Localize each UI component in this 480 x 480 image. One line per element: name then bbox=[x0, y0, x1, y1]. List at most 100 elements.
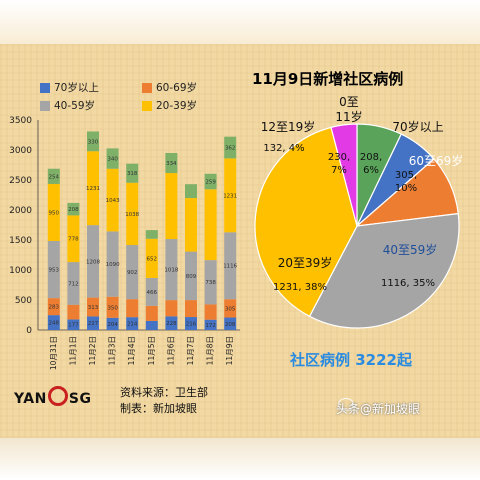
pie-name-label: 60至69岁 bbox=[409, 153, 464, 168]
bar-value-label: 172 bbox=[205, 323, 216, 329]
y-tick-label: 2000 bbox=[9, 206, 32, 216]
bar-value-label: 1231 bbox=[223, 193, 237, 199]
bar-value-label: 283 bbox=[49, 305, 60, 311]
bar-segment bbox=[87, 131, 99, 152]
bar-segment bbox=[67, 304, 80, 320]
bar-value-label: 953 bbox=[49, 268, 60, 274]
bar-segment bbox=[224, 232, 237, 300]
bar-segment bbox=[126, 299, 139, 318]
bar-segment bbox=[67, 319, 80, 330]
bar-segment bbox=[204, 173, 217, 190]
bar-value-label: 1090 bbox=[106, 262, 120, 268]
bar-segment bbox=[204, 304, 217, 320]
bar-segment bbox=[106, 317, 119, 330]
bar-segment bbox=[224, 136, 237, 159]
bar-segment bbox=[87, 297, 99, 317]
bar-value-label: 259 bbox=[205, 180, 216, 186]
bar-segment bbox=[47, 315, 60, 330]
wechat-icon bbox=[338, 398, 354, 411]
bar-segment bbox=[165, 153, 178, 174]
bar-segment bbox=[145, 320, 158, 330]
bar-segment bbox=[165, 239, 178, 301]
bar-segment bbox=[185, 317, 197, 330]
bar-segment bbox=[224, 158, 237, 233]
legend-item-70plus: 70岁以上 bbox=[40, 80, 99, 95]
legend-item-60-69: 60-69岁 bbox=[142, 80, 197, 95]
pie-value-label: 208, 6% bbox=[360, 152, 382, 176]
bar-segment bbox=[106, 148, 119, 169]
bar-segment bbox=[67, 202, 80, 216]
x-tick-label: 11月9日 bbox=[225, 336, 234, 365]
bar-segment bbox=[145, 238, 158, 278]
bar-value-label: 350 bbox=[107, 305, 118, 311]
bar-value-label: 216 bbox=[186, 322, 197, 328]
bar-value-label: 1038 bbox=[125, 212, 139, 218]
bar-value-label: 305 bbox=[225, 306, 236, 312]
pie-name-label: 12至19岁 bbox=[261, 119, 316, 134]
bar-segment bbox=[165, 173, 178, 240]
legend-label: 40-59岁 bbox=[54, 100, 96, 112]
y-tick-label: 500 bbox=[15, 296, 32, 306]
bottom-band bbox=[0, 438, 480, 480]
bar-segment bbox=[185, 300, 197, 318]
pie-value-label: 1116, 35% bbox=[381, 278, 435, 289]
y-tick-label: 0 bbox=[26, 326, 32, 336]
x-tick-label: 10月31日 bbox=[49, 336, 58, 370]
bar-segment bbox=[126, 163, 139, 183]
x-tick-label: 11月3日 bbox=[108, 336, 117, 365]
legend-label: 70岁以上 bbox=[54, 82, 99, 94]
bar-value-label: 1043 bbox=[106, 198, 120, 204]
bar-segment bbox=[106, 168, 119, 232]
legend-swatch bbox=[142, 82, 152, 93]
x-tick-label: 11月6日 bbox=[166, 336, 175, 365]
bar-segment bbox=[145, 305, 158, 321]
bar-value-label: 334 bbox=[166, 161, 177, 167]
bar-value-label: 1018 bbox=[164, 268, 178, 274]
bar-segment bbox=[87, 151, 99, 226]
bar-value-label: 228 bbox=[166, 321, 177, 327]
pie-value-label: 305, 10% bbox=[395, 170, 417, 194]
bar-segment bbox=[67, 215, 80, 263]
bar-segment bbox=[106, 296, 119, 318]
legend-swatch bbox=[40, 82, 50, 93]
x-tick-label: 11月5日 bbox=[147, 336, 156, 365]
y-tick-label: 3000 bbox=[9, 146, 32, 156]
bar-value-label: 248 bbox=[49, 321, 60, 327]
pie-name-label: 70岁以上 bbox=[392, 119, 443, 134]
bar-segment bbox=[145, 230, 158, 239]
bar-segment bbox=[47, 298, 60, 316]
bar-segment bbox=[47, 168, 60, 184]
bar-value-label: 330 bbox=[88, 139, 99, 145]
y-tick-label: 1500 bbox=[9, 236, 32, 246]
pie-name-label: 20至39岁 bbox=[278, 255, 333, 270]
bar-segment bbox=[204, 319, 217, 330]
bar-value-label: 1231 bbox=[86, 186, 100, 192]
legend-swatch bbox=[142, 100, 152, 111]
bar-segment bbox=[204, 189, 217, 261]
x-tick-label: 11月2日 bbox=[88, 336, 97, 365]
bar-segment bbox=[126, 182, 139, 246]
bar-segment bbox=[224, 299, 237, 318]
pie-name-label: 0至 11岁 bbox=[335, 95, 362, 124]
watermark: 头条@新加坡眼 bbox=[336, 402, 421, 416]
bar-value-label: 318 bbox=[127, 171, 138, 177]
bar-value-label: 340 bbox=[107, 157, 118, 163]
bar-value-label: 950 bbox=[49, 210, 60, 216]
pie-slice bbox=[254, 126, 358, 318]
maker-label: 制表：新加坡眼 bbox=[120, 402, 197, 415]
bar-value-label: 809 bbox=[186, 274, 197, 280]
logo-o-icon bbox=[47, 386, 68, 406]
bar-segment bbox=[87, 316, 99, 330]
bar-value-label: 652 bbox=[147, 256, 158, 262]
y-tick-label: 2500 bbox=[9, 176, 32, 186]
bar-value-label: 466 bbox=[147, 290, 158, 296]
bar-segment bbox=[47, 183, 60, 241]
legend-swatch bbox=[40, 100, 50, 111]
bar-value-label: 227 bbox=[88, 321, 99, 327]
y-tick-label: 1000 bbox=[9, 266, 32, 276]
pie-title: 11月9日新增社区病例 bbox=[252, 70, 404, 88]
bar-segment bbox=[185, 184, 197, 199]
x-tick-label: 11月7日 bbox=[186, 336, 195, 365]
legend-label: 60-69岁 bbox=[156, 82, 198, 94]
